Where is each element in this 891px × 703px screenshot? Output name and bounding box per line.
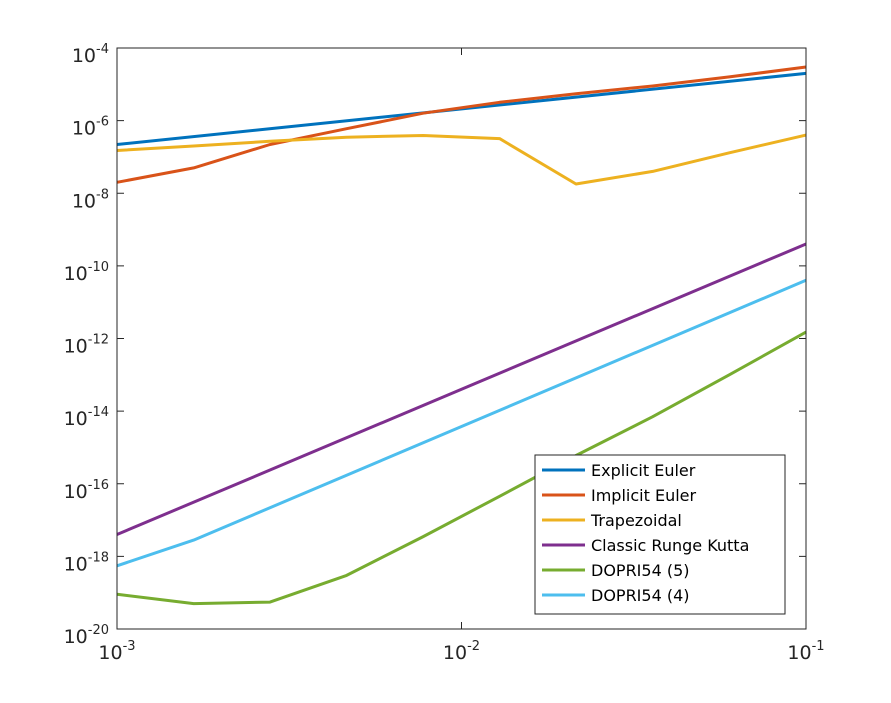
series-layer: [116, 65, 807, 606]
series-line-6: [116, 278, 807, 568]
y-tick-label: 10-6: [72, 115, 109, 140]
x-tick-label-base: 10: [443, 642, 467, 664]
legend: Explicit Euler Implicit Euler Trapezoidal C…: [534, 454, 786, 615]
legend-label: Trapezoidal: [590, 511, 682, 530]
x-tick-label: 10-1: [787, 639, 824, 664]
y-tick-label-exponent: -8: [96, 187, 109, 202]
y-tick-label-base: 10: [64, 626, 88, 648]
y-tick-label-exponent: -14: [88, 405, 109, 420]
y-tick-label-base: 10: [64, 408, 88, 430]
legend-label: Classic Runge Kutta: [591, 536, 749, 555]
y-tick-label: 10-12: [64, 333, 109, 358]
series-line-5: [116, 330, 807, 606]
axis-ticks: 10-3 10-2 10-110-410-610-810-1010-1210-141…: [64, 42, 825, 664]
x-tick-label: 10-3: [98, 639, 135, 664]
y-tick-label-exponent: -12: [88, 333, 109, 348]
y-tick-label-exponent: -6: [96, 115, 109, 130]
legend-label: Implicit Euler: [591, 486, 696, 505]
x-tick-label: 10-2: [443, 639, 480, 664]
y-tick-label: 10-8: [72, 187, 109, 212]
x-tick-label-exponent: -2: [467, 639, 480, 654]
y-tick-label: 10-16: [64, 478, 109, 503]
y-tick-label: 10-10: [64, 260, 109, 285]
y-tick-label-exponent: -20: [88, 623, 109, 638]
legend-label: DOPRI54 (5): [591, 561, 690, 580]
y-tick-label-base: 10: [64, 481, 88, 503]
y-tick-label-exponent: -10: [88, 260, 109, 275]
x-tick-label-exponent: -1: [812, 639, 825, 654]
x-tick-label-base: 10: [98, 642, 122, 664]
y-tick-label: 10-18: [64, 550, 109, 575]
y-tick-label: 10-20: [64, 623, 109, 648]
x-tick-label-exponent: -3: [123, 639, 136, 654]
y-tick-label-base: 10: [72, 45, 96, 67]
y-tick-label: 10-14: [64, 405, 109, 430]
y-tick-label-base: 10: [64, 336, 88, 358]
x-tick-label-base: 10: [787, 642, 811, 664]
series-line-4: [116, 242, 807, 536]
y-tick-label-base: 10: [72, 190, 96, 212]
legend-box: [534, 454, 786, 615]
y-tick-label: 10-4: [72, 42, 109, 67]
legend-label: Explicit Euler: [591, 461, 696, 480]
legend-label: DOPRI54 (4): [591, 586, 690, 605]
y-tick-label-exponent: -18: [88, 550, 109, 565]
series-line-2: [116, 65, 807, 184]
y-tick-label-exponent: -4: [96, 42, 109, 57]
y-tick-label-base: 10: [64, 263, 88, 285]
series-line-3: [116, 133, 807, 186]
y-tick-label-exponent: -16: [88, 478, 109, 493]
y-tick-label-base: 10: [72, 118, 96, 140]
y-tick-label-base: 10: [64, 553, 88, 575]
